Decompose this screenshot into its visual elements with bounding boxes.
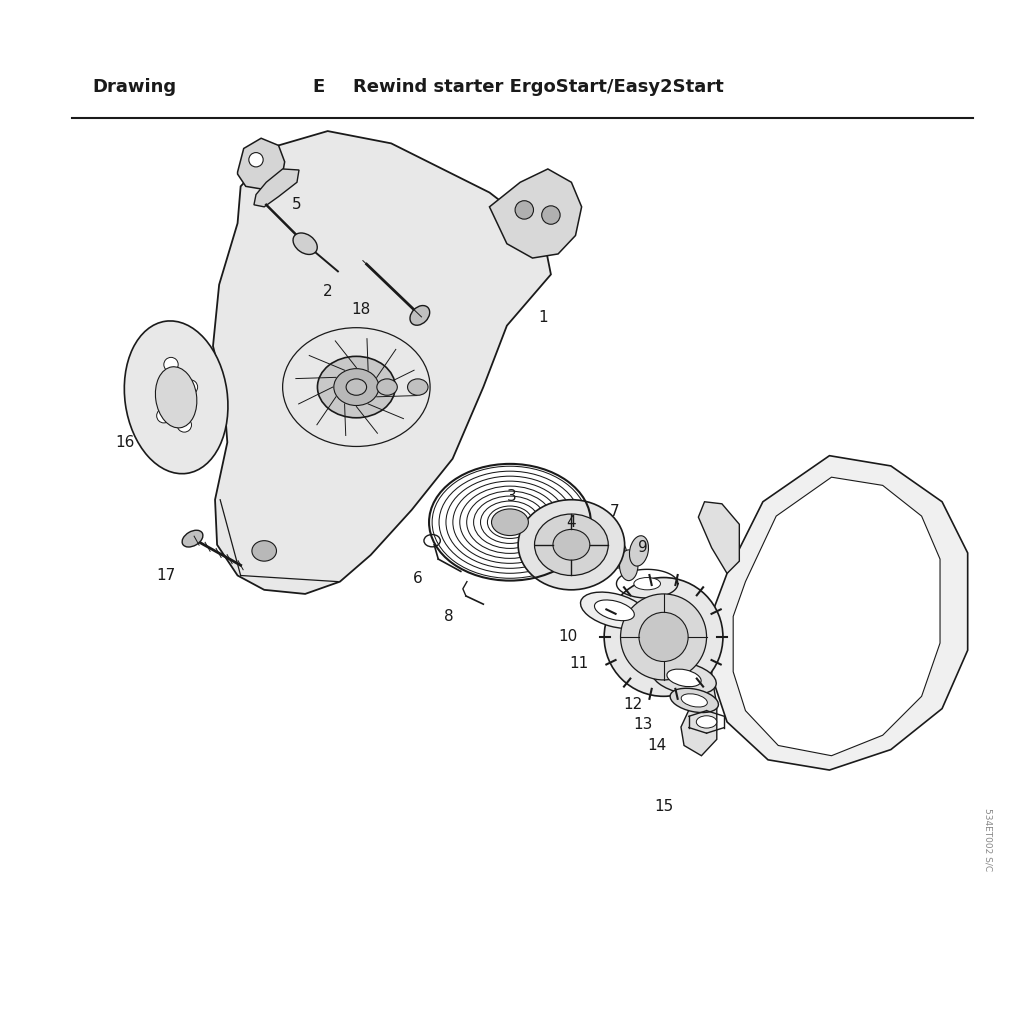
Circle shape [515,201,534,219]
Ellipse shape [293,233,317,254]
Text: 13: 13 [634,718,652,732]
Text: 6: 6 [413,571,423,586]
Ellipse shape [346,379,367,395]
Text: Rewind starter ErgoStart/Easy2Start: Rewind starter ErgoStart/Easy2Start [353,78,724,96]
Circle shape [183,380,198,394]
Polygon shape [712,456,968,770]
Text: 14: 14 [648,738,667,753]
Ellipse shape [408,379,428,395]
Text: 18: 18 [351,302,370,316]
Ellipse shape [124,321,228,474]
Ellipse shape [410,305,430,326]
Polygon shape [254,169,299,207]
Text: 8: 8 [443,609,454,624]
Ellipse shape [639,612,688,662]
Ellipse shape [334,369,379,406]
Text: 11: 11 [569,656,588,671]
Polygon shape [213,131,551,594]
Polygon shape [733,477,940,756]
Polygon shape [238,138,285,189]
Text: 4: 4 [566,515,577,529]
Text: 2: 2 [323,285,333,299]
Circle shape [164,357,178,372]
Circle shape [177,418,191,432]
Text: 16: 16 [116,435,134,450]
Text: Drawing: Drawing [92,78,176,96]
Ellipse shape [652,662,716,694]
Circle shape [157,409,171,423]
Ellipse shape [252,541,276,561]
Text: 10: 10 [559,630,578,644]
Text: 9: 9 [638,541,648,555]
Circle shape [542,206,560,224]
Ellipse shape [670,688,719,713]
Ellipse shape [518,500,625,590]
Text: E: E [312,78,325,96]
Ellipse shape [156,367,197,428]
Ellipse shape [681,694,708,707]
Ellipse shape [667,669,701,687]
Text: 15: 15 [654,800,673,814]
Ellipse shape [621,594,707,680]
Ellipse shape [595,600,634,621]
Circle shape [249,153,263,167]
Ellipse shape [553,529,590,560]
Text: 7: 7 [609,505,620,519]
Text: 534ET002 S/C: 534ET002 S/C [984,808,992,871]
Ellipse shape [608,538,627,568]
Ellipse shape [317,356,395,418]
Text: 17: 17 [157,568,175,583]
Ellipse shape [620,550,638,581]
Ellipse shape [492,509,528,536]
Ellipse shape [634,578,660,590]
Text: 1: 1 [538,310,548,325]
Text: 5: 5 [292,198,302,212]
Polygon shape [698,502,739,573]
Text: 12: 12 [624,697,642,712]
Ellipse shape [377,379,397,395]
Ellipse shape [696,716,717,728]
Text: 3: 3 [507,489,517,504]
Polygon shape [681,676,717,756]
Ellipse shape [182,530,203,547]
Ellipse shape [604,578,723,696]
Ellipse shape [630,536,648,566]
Ellipse shape [535,514,608,575]
Ellipse shape [581,592,648,629]
Polygon shape [489,169,582,258]
